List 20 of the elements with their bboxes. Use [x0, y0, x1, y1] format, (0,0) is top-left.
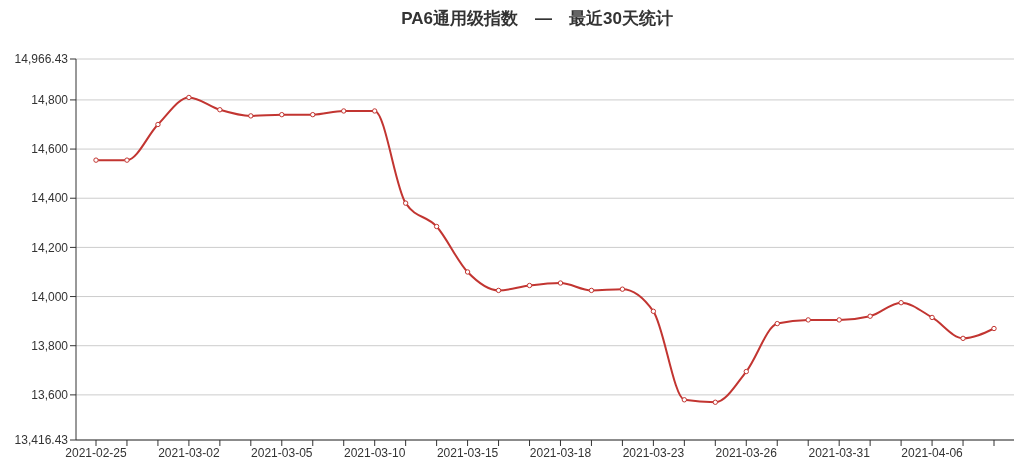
- y-tick-label: 14,000: [31, 289, 69, 304]
- y-tick-label: 14,966.43: [14, 52, 69, 67]
- y-tick-label: 14,400: [31, 191, 69, 206]
- y-tick-label: 14,800: [31, 93, 69, 108]
- x-tick-label: 2021-03-10: [343, 445, 406, 460]
- y-tick-label: 13,600: [31, 388, 69, 403]
- y-tick-label: 13,800: [31, 338, 69, 353]
- y-tick-label: 14,200: [31, 240, 69, 255]
- chart-title: PA6通用级指数 — 最近30天统计: [400, 8, 674, 30]
- x-tick-label: 2021-04-06: [901, 445, 964, 460]
- x-tick-label: 2021-03-18: [529, 445, 592, 460]
- x-tick-label: 2021-03-26: [715, 445, 778, 460]
- x-tick-label: 2021-03-15: [436, 445, 499, 460]
- y-tick-label: 14,600: [31, 142, 69, 157]
- y-tick-label: 13,416.43: [14, 433, 69, 448]
- x-tick-label: 2021-03-23: [622, 445, 685, 460]
- x-tick-label: 2021-03-05: [251, 445, 313, 460]
- x-tick-label: 2021-03-31: [808, 445, 871, 460]
- x-tick-label: 2021-02-25: [65, 445, 128, 460]
- x-tick-label: 2021-03-02: [158, 445, 220, 460]
